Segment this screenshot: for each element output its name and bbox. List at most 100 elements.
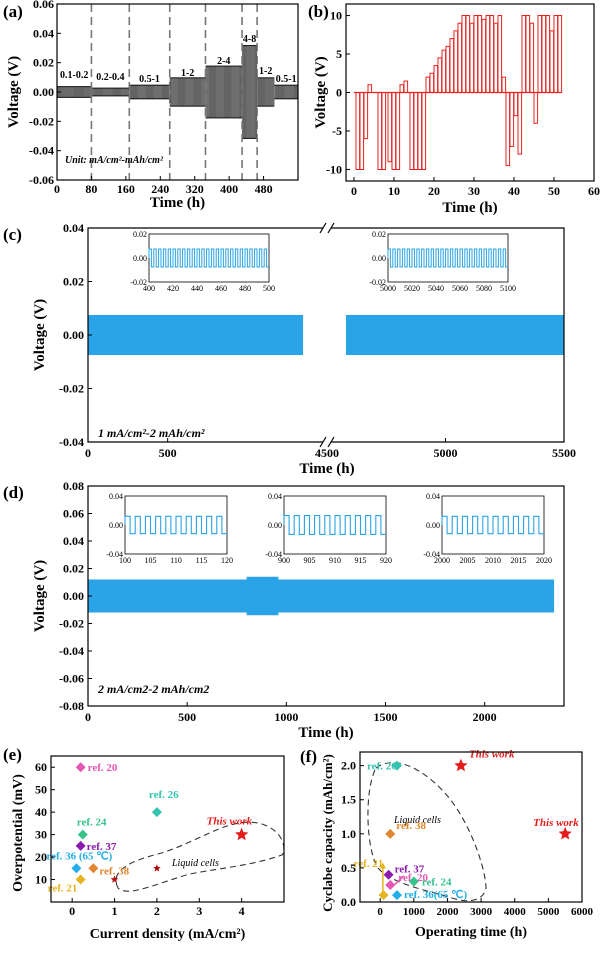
voltage-spike — [533, 92, 539, 124]
inset-y-tick-label: -0.04 — [423, 550, 440, 559]
point-label: ref. 38 — [396, 820, 426, 832]
voltage-spike — [381, 92, 387, 170]
inset-x-tick-label: 5060 — [452, 284, 468, 293]
diamond-marker — [408, 876, 419, 887]
inset-x-tick-label: 915 — [355, 556, 367, 565]
y-tick-label: -0.04 — [59, 644, 84, 658]
inset-y-tick-label: -0.04 — [106, 550, 123, 559]
voltage-spike — [433, 65, 439, 93]
panel-a: 0.1-0.2 0.2-0.4 0.5-1 1-2 2-4 4-8 1-2 0.5-1 0 80 1… — [3, 0, 299, 211]
y-tick-label: -0.08 — [59, 699, 84, 713]
x-tick-label: 4 — [239, 904, 245, 918]
x-tick-label: 20 — [428, 184, 440, 198]
voltage-spike — [445, 45, 451, 93]
x-tick-label: 160 — [117, 182, 135, 196]
panel-label: (a) — [3, 2, 23, 21]
y-tick-label: 40 — [35, 805, 47, 819]
voltage-spike — [417, 92, 423, 170]
axis-break-mark — [319, 222, 327, 234]
liquid-cells-region — [367, 762, 487, 902]
inset-wave — [148, 248, 269, 268]
y-tick-label: 0.04 — [63, 221, 84, 235]
x-tick-label: 5000 — [537, 906, 560, 918]
x-tick-label: 3 — [196, 904, 202, 918]
voltage-spike — [541, 15, 547, 93]
inset-y-tick-label: 0.00 — [372, 254, 386, 263]
x-tick-label: 0 — [69, 904, 75, 918]
inset-y-tick-label: 0.02 — [372, 230, 386, 239]
voltage-spike — [359, 92, 365, 170]
point-label: This work — [533, 817, 579, 829]
x-tick-label: 2000 — [436, 906, 459, 918]
point-label: ref. 24 — [77, 817, 107, 829]
x-tick-label: 6000 — [571, 906, 594, 918]
diamond-marker — [88, 863, 99, 874]
voltage-spike — [521, 15, 527, 93]
y-tick-label: 0.02 — [63, 562, 84, 576]
inset-2: 5000 5020 5040 5060 5080 5100 -0.02 0.00 0.02 — [369, 230, 516, 293]
segment-0 — [57, 86, 92, 98]
diamond-marker — [383, 869, 394, 880]
inset-2: 900 905 910 915 920 -0.04 0.00 0.04 — [265, 492, 392, 565]
y-tick-label: 30 — [35, 828, 47, 842]
segment-label: 1-2 — [181, 68, 194, 79]
voltage-spike — [473, 15, 479, 93]
voltage-spike — [399, 84, 405, 93]
voltage-spike — [497, 15, 503, 93]
region-label: Liquid cells — [171, 858, 219, 869]
point-label: ref. 37 — [395, 864, 425, 876]
diamond-marker — [71, 863, 82, 874]
voltage-spike — [437, 57, 443, 93]
star-marker — [153, 864, 161, 872]
inset-y-tick-label: -0.02 — [369, 278, 386, 287]
inset-x-tick-label: 920 — [380, 556, 392, 565]
y-tick-label: -5 — [332, 124, 342, 138]
panel-label: (e) — [3, 745, 22, 764]
x-tick-label: 4500 — [315, 446, 339, 460]
y-tick-label: 2.0 — [341, 759, 356, 773]
x-axis-label: Time (h) — [150, 195, 205, 211]
x-tick-label: 40 — [508, 184, 520, 198]
voltage-spike — [509, 92, 515, 147]
voltage-spike — [557, 15, 563, 93]
y-tick-label: 0.04 — [63, 534, 84, 548]
voltage-spike — [513, 92, 519, 117]
axis-break-mark — [319, 436, 327, 448]
x-tick-label: 2 — [154, 904, 160, 918]
x-tick-label: 5500 — [552, 446, 576, 460]
point-label: ref. 26 — [367, 761, 397, 773]
panel-d: 0 500 1000 1500 2000 -0.08 -0.06 -0.04 -0.02 0.00… — [3, 479, 565, 741]
inset-x-tick-label: 905 — [304, 556, 316, 565]
voltage-band-bump — [246, 576, 279, 616]
voltage-band-left — [88, 314, 304, 356]
y-tick-label: 0 — [336, 86, 342, 100]
annotation: 1 mA/cm²-2 mAh/cm² — [98, 426, 205, 440]
x-tick-label: 0 — [351, 184, 357, 198]
voltage-spike — [395, 92, 401, 170]
y-tick-label: 0.00 — [33, 85, 54, 99]
x-tick-label: 0 — [377, 906, 383, 918]
liquid-cells-region — [115, 821, 285, 892]
inset-1: 400 420 440 460 480 500 -0.02 0.00 0.02 — [130, 230, 275, 293]
y-tick-label: 5 — [336, 47, 342, 61]
arrow-head — [379, 862, 386, 869]
y-tick-label: 1.0 — [341, 827, 356, 841]
plot-frame — [359, 751, 583, 903]
y-tick-label: -10 — [326, 162, 342, 176]
voltage-spike — [425, 76, 431, 93]
voltage-spike — [553, 15, 559, 93]
x-axis-label: Time (h) — [442, 200, 497, 216]
y-tick-label: -0.04 — [59, 435, 84, 449]
inset-x-tick-label: 120 — [221, 556, 233, 565]
voltage-spike — [501, 76, 507, 93]
x-tick-label: 2000 — [473, 710, 497, 724]
inset-x-tick-label: 105 — [145, 556, 157, 565]
inset-x-tick-label: 400 — [143, 284, 155, 293]
voltage-spike — [355, 92, 361, 170]
inset-x-tick-label: 2005 — [460, 556, 476, 565]
inset-y-tick-label: 0.04 — [109, 492, 123, 501]
y-tick-label: -0.02 — [59, 617, 84, 631]
voltage-spike — [517, 92, 523, 155]
panel-b: 0 10 20 30 40 50 60 -10 -5 0 5 10 Time (h) Voltage (V… — [308, 2, 600, 216]
voltage-spike — [489, 15, 495, 93]
